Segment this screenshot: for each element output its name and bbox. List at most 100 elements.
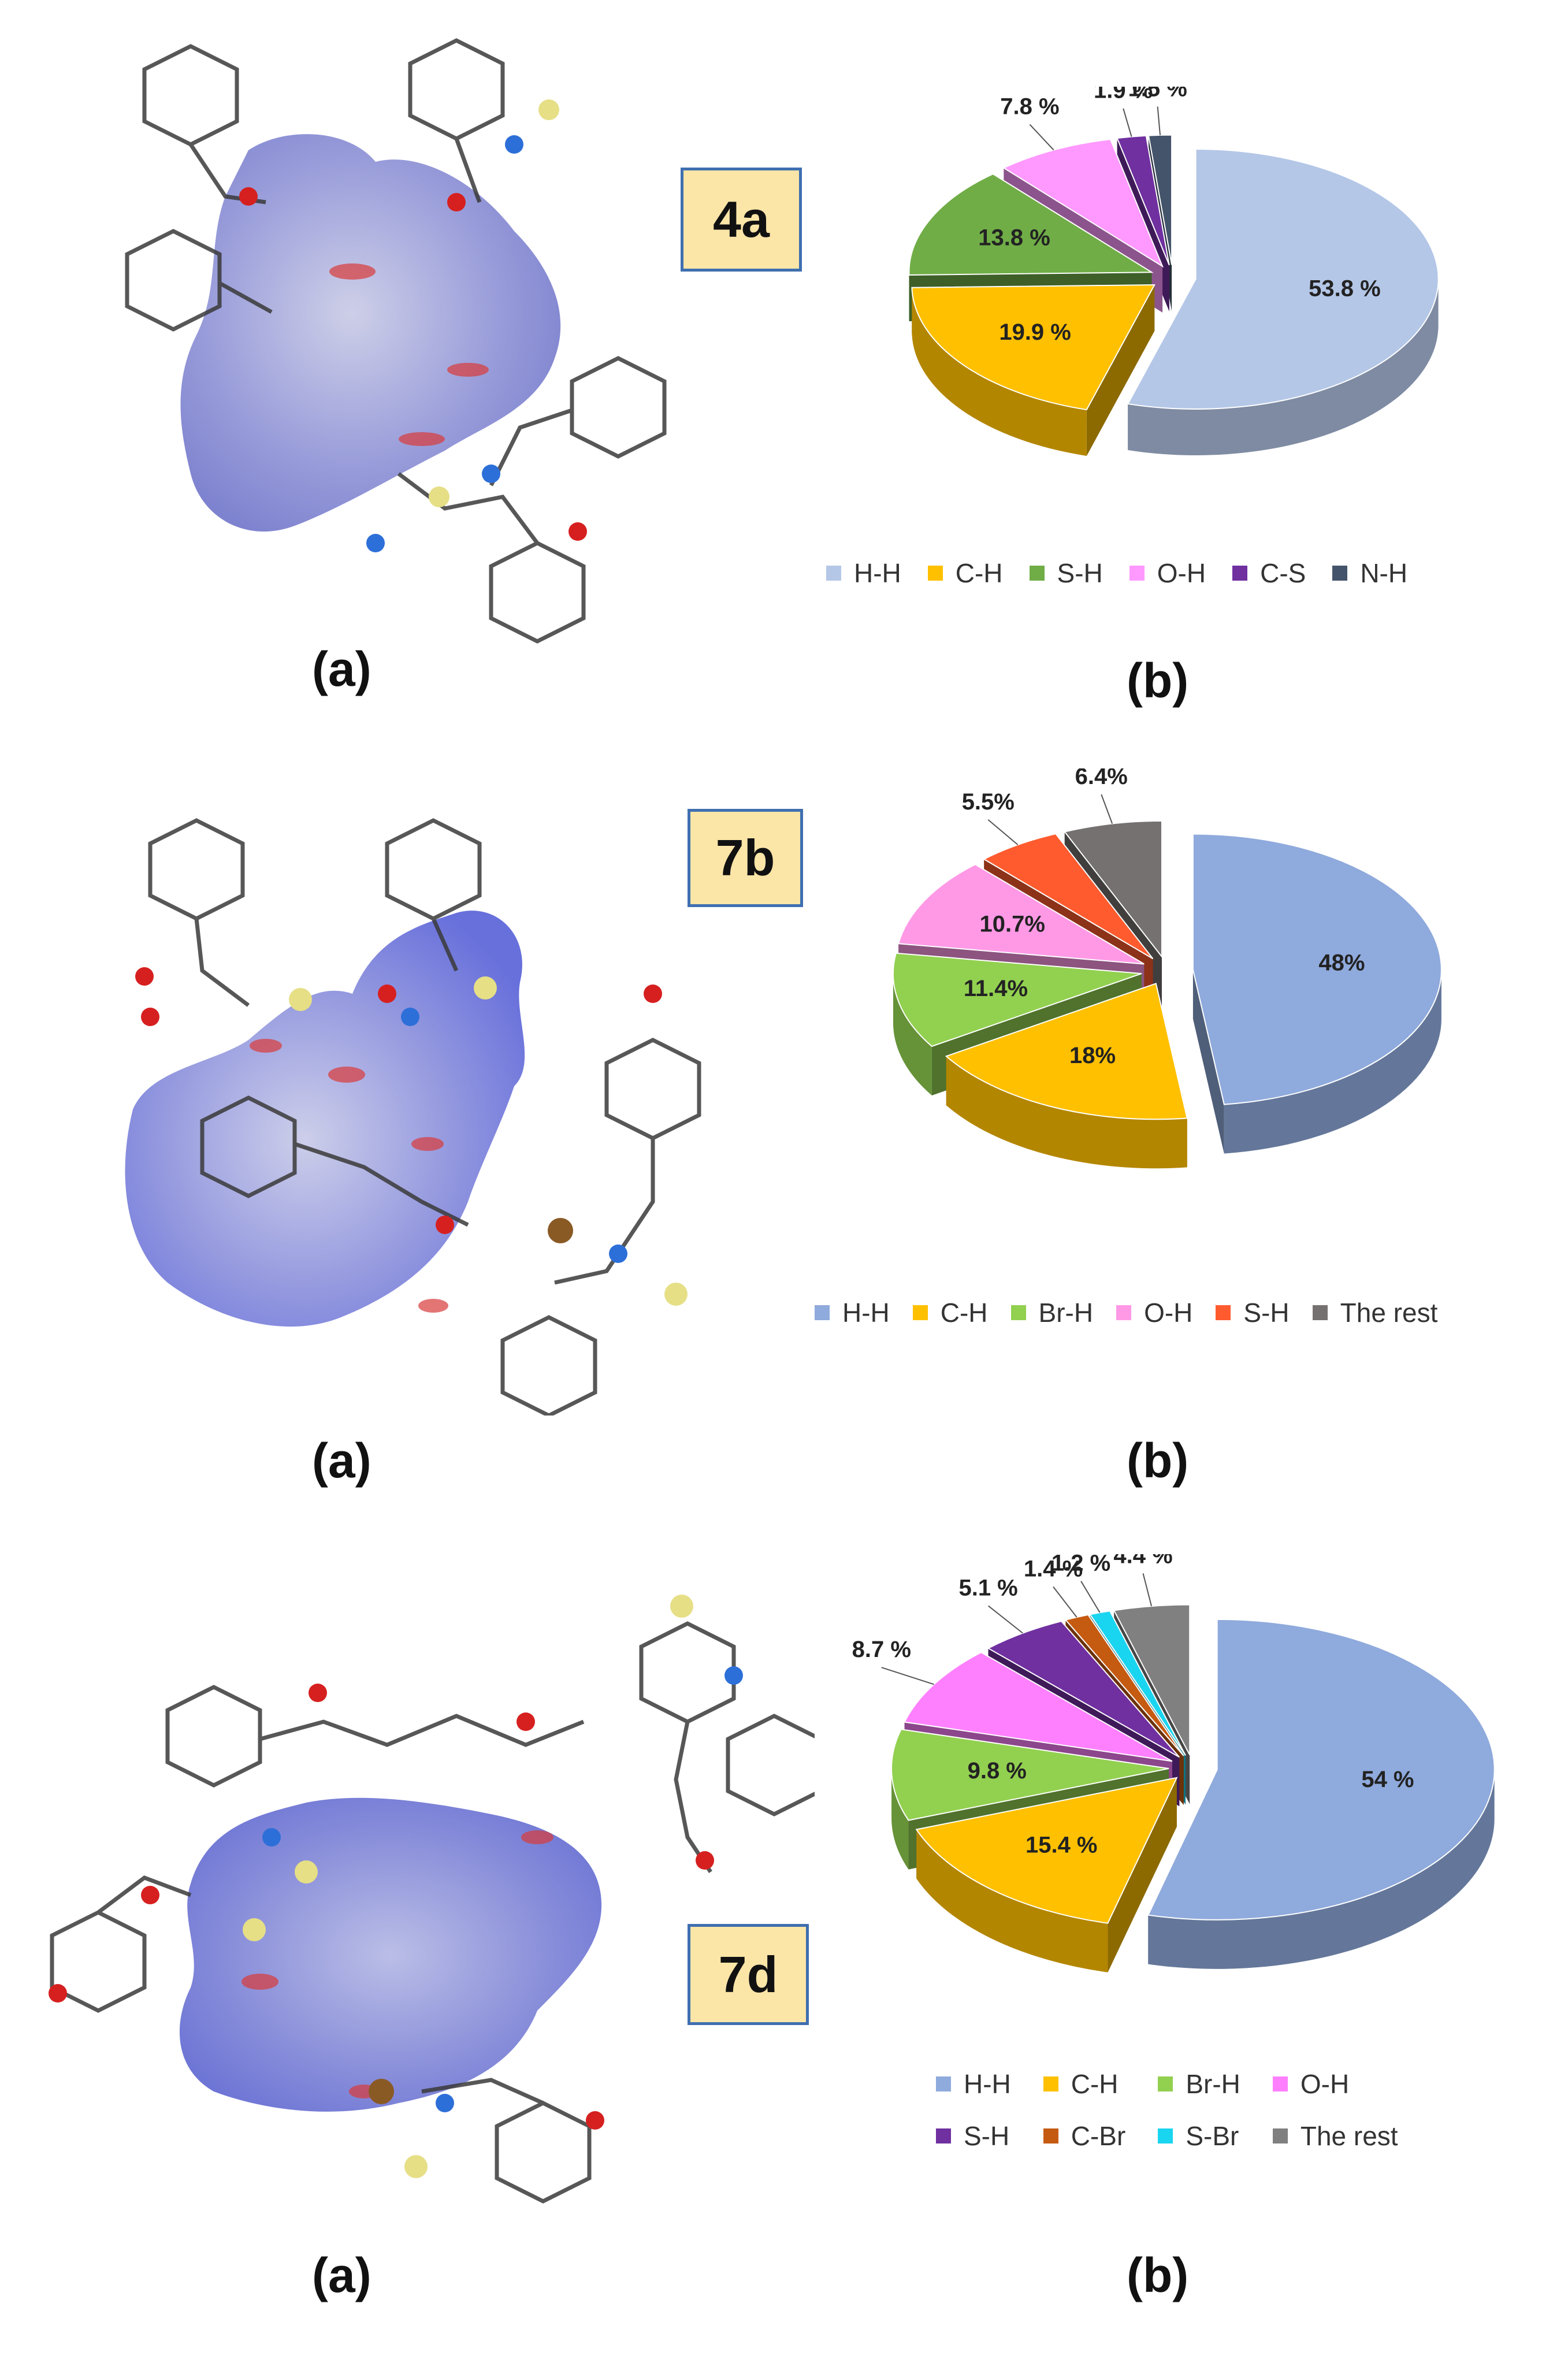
legend-swatch — [1312, 1305, 1328, 1320]
legend-swatch — [1129, 566, 1145, 581]
data-label: 6.4% — [1075, 768, 1128, 789]
pie-chart: 48% 18% 11.4% 10.7% 5.5% 6.4% — [892, 768, 1442, 1169]
pie-slice-br-h — [892, 952, 1142, 1047]
compound-label: 4a — [681, 168, 802, 272]
pie-slice-s-h — [983, 833, 1154, 960]
pie-slice-o-h — [897, 864, 1145, 965]
data-label: 19.9 % — [999, 320, 1071, 345]
legend-label: The rest — [1340, 1298, 1438, 1328]
panel-7d: 7d 54 % 15.4 % 9.8 % 8.7 % 5.1 % 1.4 % 1.2 % 4.… — [0, 1537, 1568, 2359]
data-label: 5.1 % — [958, 1575, 1017, 1600]
legend-swatch — [1043, 2128, 1058, 2143]
subfigure-label-a: (a) — [312, 1433, 371, 1488]
data-label-leader — [1142, 1573, 1153, 1607]
pie-slice-s-br — [1088, 1610, 1186, 1756]
pie-slice-s-h — [908, 173, 1154, 276]
legend-item: O-H — [1129, 558, 1206, 589]
data-label: 18% — [1069, 1043, 1116, 1068]
legend-swatch — [1010, 1305, 1026, 1320]
legend-label: C-H — [955, 558, 1003, 588]
legend-label: N-H — [1360, 558, 1408, 588]
legend-swatch — [936, 2128, 951, 2143]
legend-item: The rest — [1312, 1297, 1438, 1328]
legend-item: C-H — [912, 1297, 988, 1328]
subfigure-label-b: (b) — [1127, 1433, 1189, 1488]
data-label: 48% — [1318, 950, 1365, 976]
data-label: 11.4% — [964, 976, 1028, 1001]
legend-label: O-H — [1300, 2069, 1350, 2099]
data-label: 13.8 % — [978, 225, 1050, 251]
pie-chart: 53.8 % 19.9 % 13.8 % 7.8 % 1.9 %1.5 % — [908, 87, 1439, 456]
data-label-leader — [1101, 794, 1113, 824]
legend-item: O-H — [1116, 1297, 1192, 1328]
pie-slice-the-rest — [1113, 1604, 1191, 1755]
legend-item: H-H — [936, 2068, 1011, 2100]
data-label-leader — [1029, 124, 1054, 151]
legend-swatch — [826, 566, 841, 581]
subfigure-label-a: (a) — [312, 2248, 371, 2302]
subfigure-label-b: (b) — [1127, 653, 1189, 708]
legend-label: S-H — [1243, 1298, 1290, 1328]
pie-slice-edge — [1224, 969, 1441, 1154]
pie-legend: H-H C-H S-H O-H C-S N-H — [826, 558, 1407, 589]
data-label: 54 % — [1361, 1767, 1414, 1792]
legend-item: C-H — [1043, 2068, 1126, 2100]
pie-slice-edge — [912, 287, 1087, 456]
legend-item: S-Br — [1158, 2120, 1240, 2152]
legend-item: S-H — [936, 2120, 1011, 2152]
data-label: 7.8 % — [1000, 94, 1059, 119]
hirshfeld-surface-image — [125, 818, 701, 1416]
pie-slice-o-h — [904, 1651, 1173, 1762]
legend-swatch — [1158, 2128, 1173, 2143]
pie-slice-s-h — [987, 1620, 1180, 1758]
legend-swatch — [1216, 1305, 1231, 1320]
legend-swatch — [1332, 566, 1348, 581]
legend-label: Br-H — [1038, 1298, 1094, 1328]
data-label: 10.7% — [980, 912, 1045, 937]
pie-slice-edge — [1128, 279, 1439, 456]
pie-slice-side-h-h — [1192, 969, 1224, 1154]
legend-label: C-H — [940, 1298, 988, 1328]
data-label-leader — [987, 1605, 1023, 1634]
data-label: 8.7 % — [852, 1637, 911, 1662]
legend-swatch — [912, 1305, 928, 1320]
data-label: 1.4 % — [1024, 1556, 1083, 1581]
pie-slice-h-h — [1192, 833, 1442, 1105]
data-label: 1.2 % — [1051, 1554, 1110, 1576]
data-label-leader — [987, 819, 1019, 845]
pie-slice-h-h — [1127, 148, 1439, 410]
legend-item: N-H — [1332, 558, 1407, 589]
legend-label: H-H — [854, 558, 901, 588]
pie-slice-edge — [893, 974, 932, 1095]
legend-label: O-H — [1157, 558, 1206, 588]
legend-label: The rest — [1300, 2121, 1398, 2151]
legend-item: C-Br — [1043, 2120, 1125, 2152]
legend-item: Br-H — [1010, 1297, 1094, 1328]
legend-label: H-H — [842, 1298, 890, 1328]
legend-label: O-H — [1144, 1298, 1193, 1328]
data-label: 1.5 % — [1128, 87, 1187, 101]
compound-label: 7d — [688, 1924, 809, 2025]
pie-slice-c-h — [915, 1777, 1178, 1924]
legend-label: S-H — [1057, 558, 1103, 588]
legend-swatch — [1029, 566, 1045, 581]
legend-swatch — [1272, 2128, 1288, 2143]
legend-swatch — [1158, 2076, 1173, 2091]
data-label: 4.4 % — [1113, 1554, 1172, 1568]
legend-label: S-H — [964, 2121, 1010, 2151]
data-label: 53.8 % — [1309, 276, 1381, 302]
hirshfeld-surface-image — [49, 1595, 815, 2204]
panel-4a: 4a 53.8 % 19.9 % 13.8 % 7.8 % 1.9 % 1.5 % H-H… — [0, 0, 1568, 745]
legend-swatch — [1272, 2076, 1288, 2091]
pie-slice-c-h — [911, 284, 1155, 411]
pie-chart: 54 % 15.4 % 9.8 % 8.7 % 5.1 % 1.4 %1.2 % 4.4 % — [852, 1554, 1495, 1972]
legend-item: C-H — [927, 558, 1003, 589]
pie-slice-edge — [1148, 1769, 1495, 1969]
pie-slice-edge — [946, 1056, 1187, 1169]
subfigure-label-a: (a) — [312, 642, 371, 696]
legend-swatch — [1043, 2076, 1058, 2091]
hirshfeld-surface-image — [125, 38, 667, 644]
legend-item: S-H — [1029, 558, 1103, 589]
legend-swatch — [815, 1305, 830, 1320]
panel-7b: 7b 48% 18% 11.4% 10.7% 5.5% 6.4% H-H C-H Br-H O-… — [0, 751, 1568, 1520]
